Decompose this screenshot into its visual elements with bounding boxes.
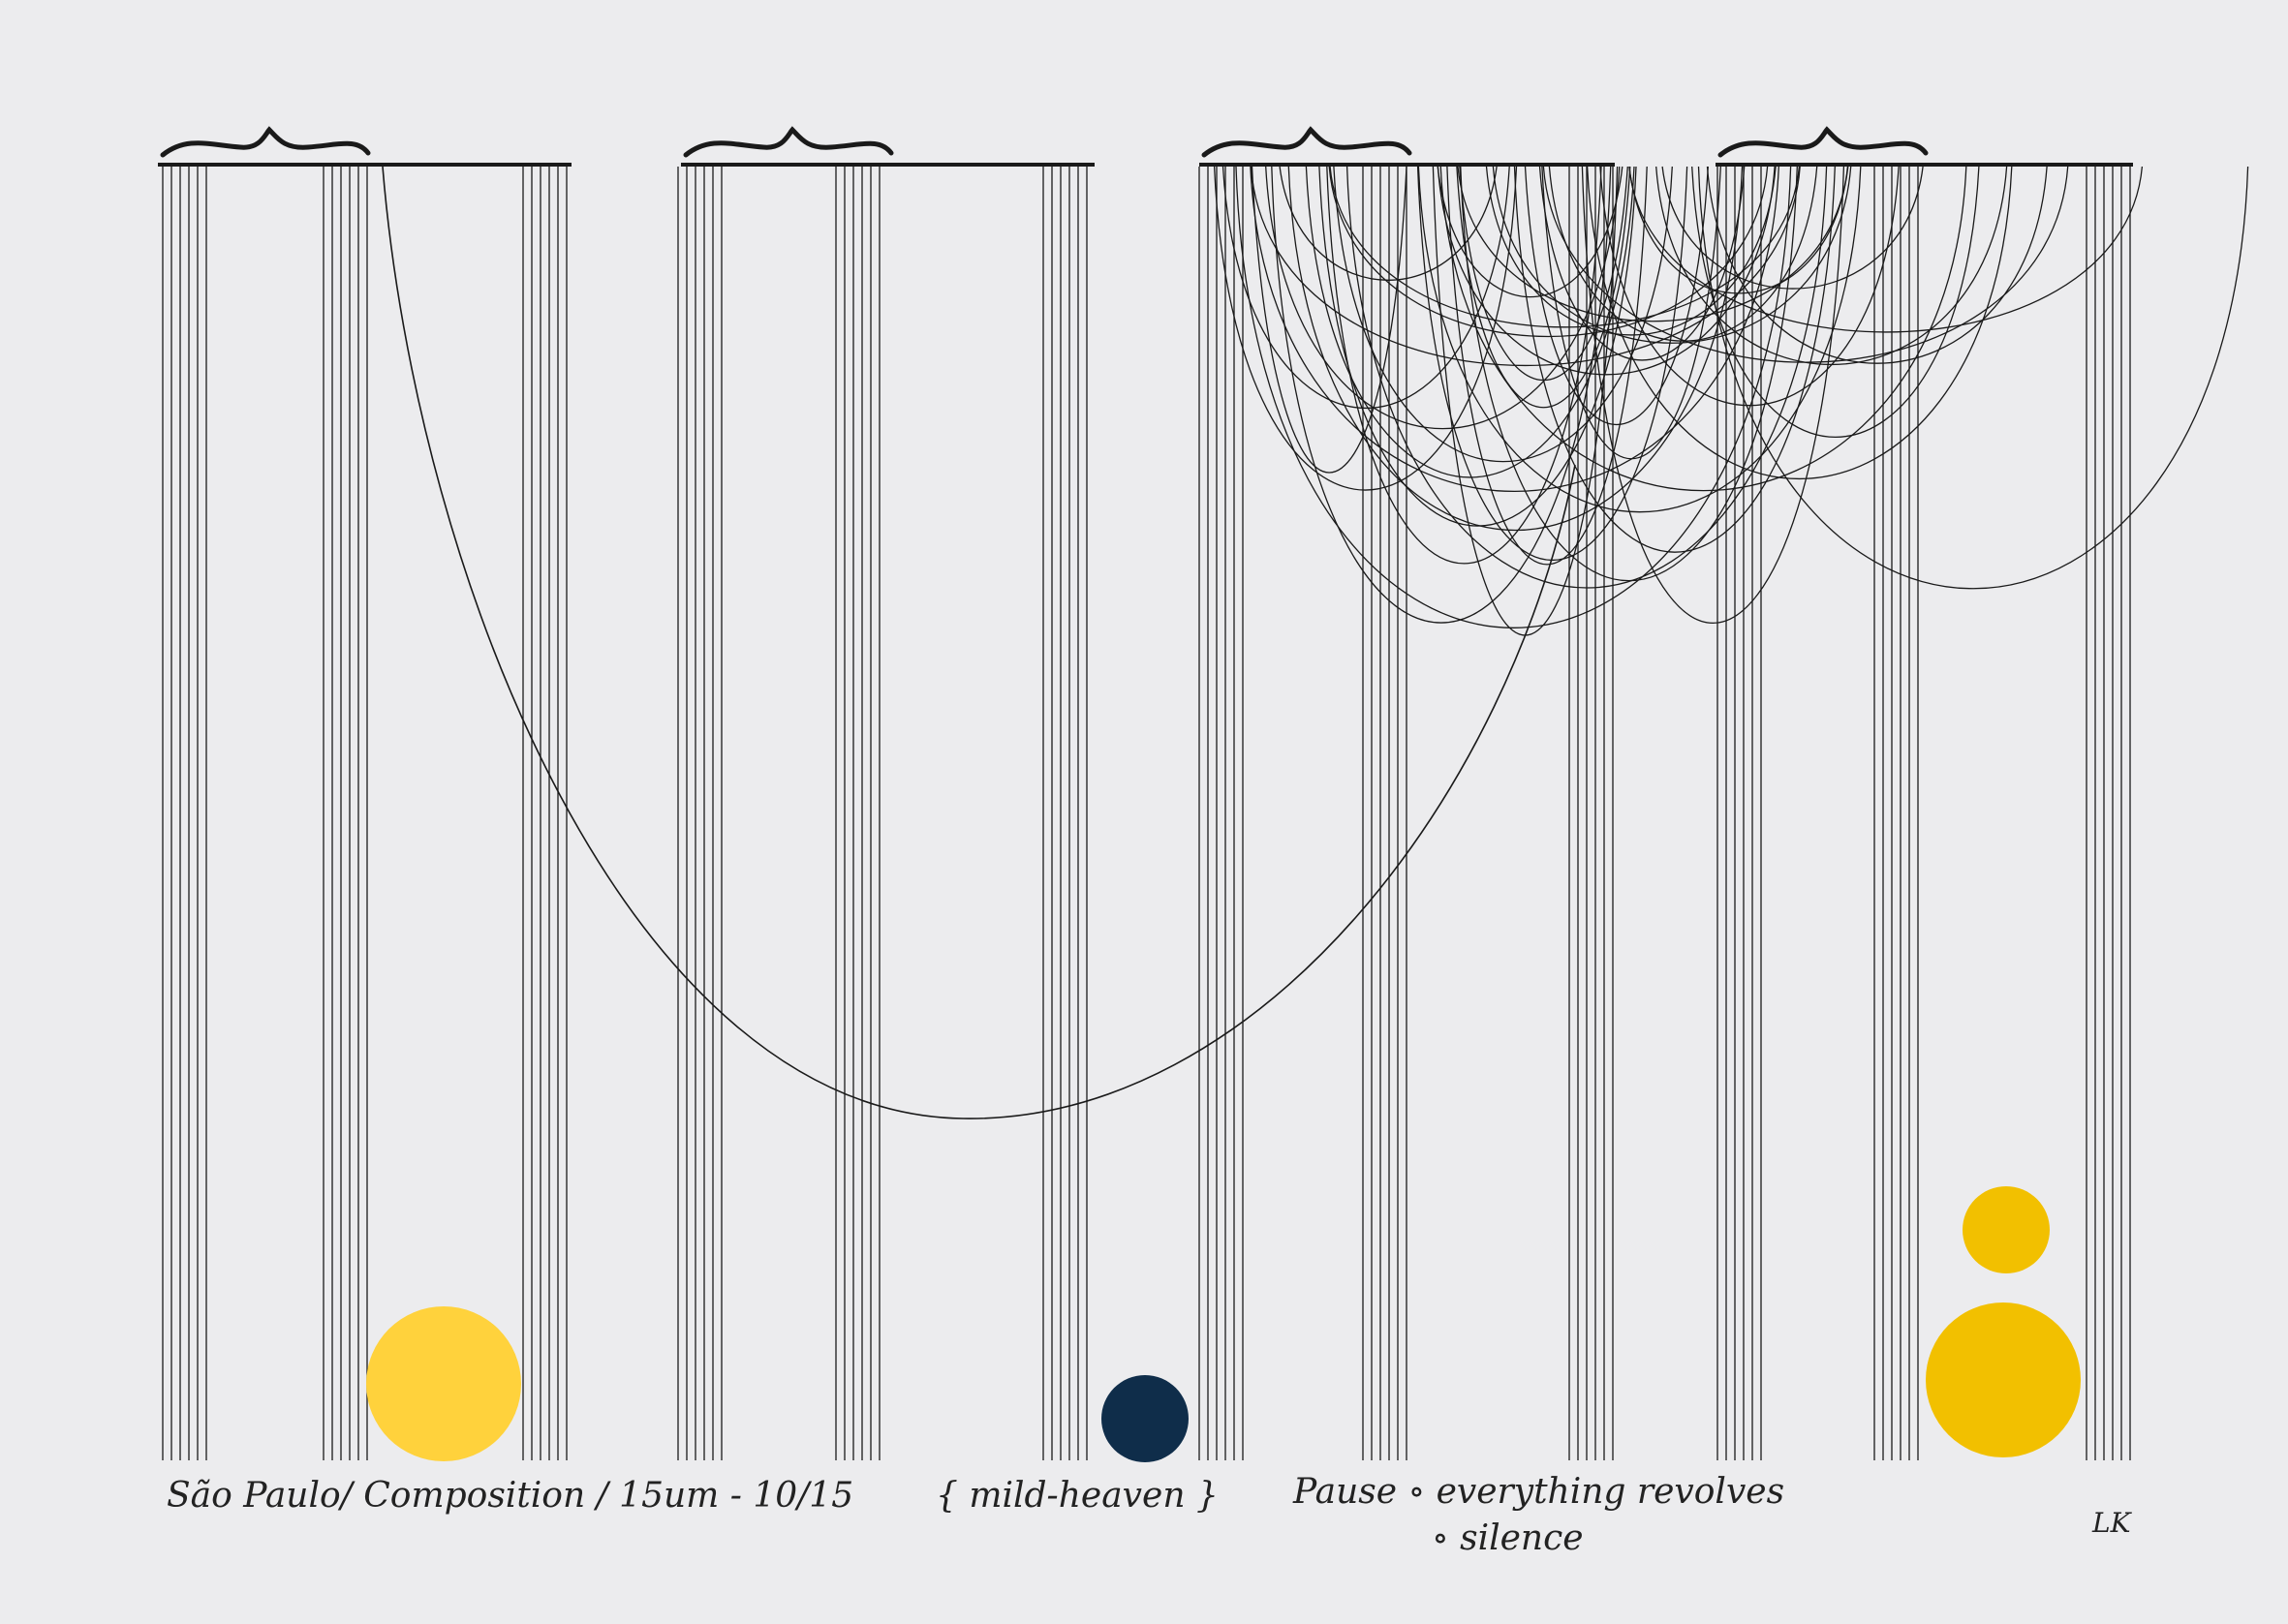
hanging-arc — [1492, 166, 1852, 344]
hanging-arc — [1524, 166, 1709, 426]
hanging-arc — [1250, 166, 1779, 493]
hanging-arc — [1437, 166, 1623, 298]
hanging-arc — [1251, 166, 1407, 474]
small-gold-circle — [1963, 1186, 2050, 1273]
hanging-arc — [1345, 166, 1828, 589]
large-hanging-curve — [382, 166, 1576, 1119]
hanging-arc — [1235, 166, 1792, 628]
tilde-mark — [1201, 126, 1412, 158]
caption-subtitle: { mild-heaven } — [936, 1476, 1219, 1516]
hanging-arc — [1213, 166, 1518, 491]
hanging-arc — [1599, 166, 1900, 407]
hanging-arc — [1333, 166, 1673, 463]
hanging-arc — [1661, 166, 1924, 290]
hanging-arc — [1265, 166, 1621, 430]
tilde-mark — [1717, 126, 1929, 158]
hanging-arc — [1439, 166, 1967, 492]
hanging-arc — [1513, 166, 1836, 553]
yellow-circle — [366, 1306, 521, 1461]
hanging-arc — [1271, 166, 1612, 624]
hanging-arc — [1329, 166, 1801, 328]
hanging-arc — [1287, 166, 1744, 532]
hanging-arc — [1628, 166, 2144, 333]
large-gold-circle — [1926, 1302, 2081, 1457]
staff-bar — [1199, 163, 1615, 167]
hanging-arc — [1221, 166, 1510, 409]
hanging-arc — [1432, 166, 1619, 636]
hanging-arc — [1485, 166, 1777, 336]
hanging-arc — [1542, 166, 2069, 363]
staff-blocks — [158, 126, 2133, 1460]
hanging-arc — [1459, 166, 1628, 381]
caption-title: São Paulo/ Composition / 15um - 10/15 — [167, 1476, 853, 1516]
tilde-mark — [683, 126, 894, 158]
arc-cluster — [1213, 166, 2249, 636]
hanging-arc — [1538, 166, 1746, 361]
hanging-arc — [1446, 166, 1648, 566]
hanging-arc — [1628, 166, 1849, 294]
hanging-arc — [1279, 166, 1498, 281]
hanging-arc — [1328, 166, 1769, 338]
artist-signature: LK — [2091, 1507, 2133, 1539]
hanging-arc — [1456, 166, 1631, 409]
hanging-arc — [1305, 166, 1635, 478]
navy-circle — [1101, 1375, 1189, 1462]
tilde-mark — [160, 126, 371, 158]
staff-bar — [1716, 163, 2133, 167]
hanging-arc — [1437, 166, 1776, 376]
hanging-arc — [1416, 166, 1688, 561]
caption-note-line2: ∘ silence — [1432, 1518, 1584, 1558]
caption-note-line1: Pause ∘ everything revolves — [1292, 1472, 1784, 1512]
staff-bar — [158, 163, 572, 167]
hanging-arc — [1326, 166, 1602, 565]
hanging-arc — [1655, 166, 2008, 366]
hanging-arc — [1460, 166, 1798, 582]
staff-bar — [681, 163, 1095, 167]
hanging-arc — [1250, 166, 1801, 366]
hanging-arc — [1417, 166, 1862, 513]
hanging-arc — [1697, 166, 2249, 590]
hanging-arc — [1581, 166, 1845, 624]
